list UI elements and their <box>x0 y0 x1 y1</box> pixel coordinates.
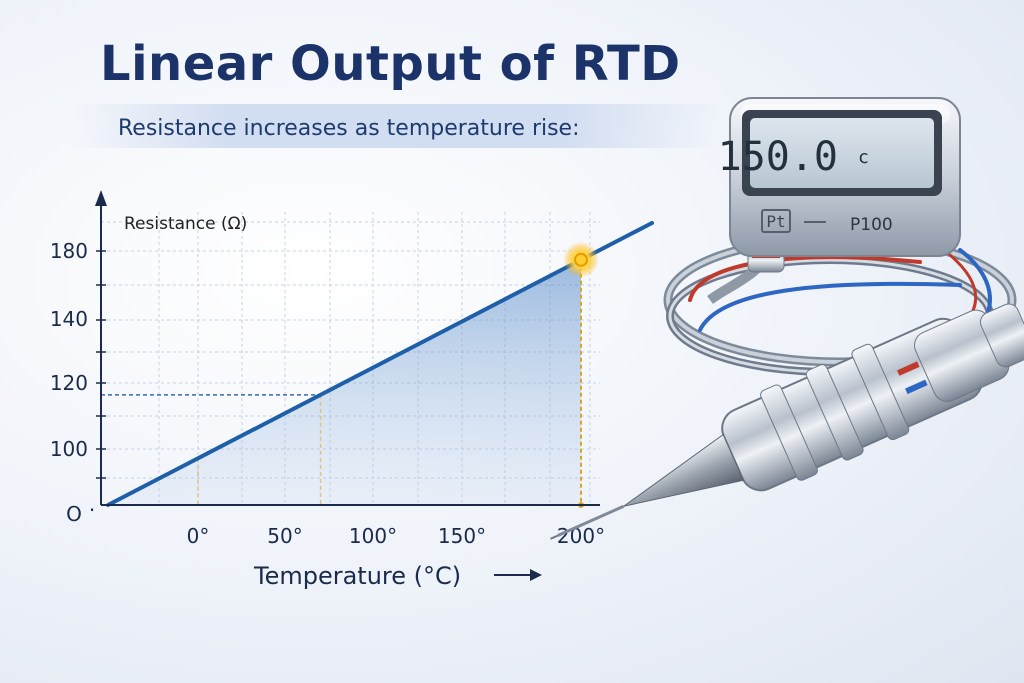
x-axis-arrow-icon <box>494 569 542 581</box>
y-tick-label: 180 <box>50 239 88 263</box>
y-tick-label: 140 <box>50 307 88 331</box>
y-axis-arrow-icon <box>95 190 107 206</box>
y-tick-label: O <box>66 502 82 526</box>
highlight-point <box>574 252 588 267</box>
x-tick-label: 200° <box>557 524 605 548</box>
y-tick-label: 120 <box>50 371 88 395</box>
x-tick-label: 0° <box>187 524 210 548</box>
series-line <box>106 221 654 507</box>
y-axis-label: Resistance (Ω) <box>124 214 247 234</box>
subtitle: Resistance increases as temperature rise… <box>118 116 580 141</box>
subtitle-band <box>70 104 720 148</box>
rtd-probe-illustration: 150.0 c Pt P100 <box>550 97 1024 540</box>
meter-reading: 150.0 <box>718 134 838 180</box>
meter-model: P100 <box>850 215 893 235</box>
sensor-symbol: Pt <box>766 212 785 231</box>
meter: 150.0 c Pt P100 <box>718 97 961 257</box>
y-tick-marks <box>96 250 106 479</box>
x-axis-label: Temperature (°C) <box>253 562 461 590</box>
x-tick-label: 100° <box>349 524 397 548</box>
x-tick-label: 50° <box>267 524 302 548</box>
probe-body <box>550 303 1024 540</box>
guide-lines <box>101 259 584 508</box>
page-title: Linear Output of RTD <box>100 36 681 92</box>
sensor-symbol-box <box>761 209 791 233</box>
meter-unit: c <box>858 147 869 168</box>
y-origin-dot: · <box>89 498 95 522</box>
x-tick-label: 150° <box>438 524 486 548</box>
y-tick-label: 100 <box>50 437 88 461</box>
